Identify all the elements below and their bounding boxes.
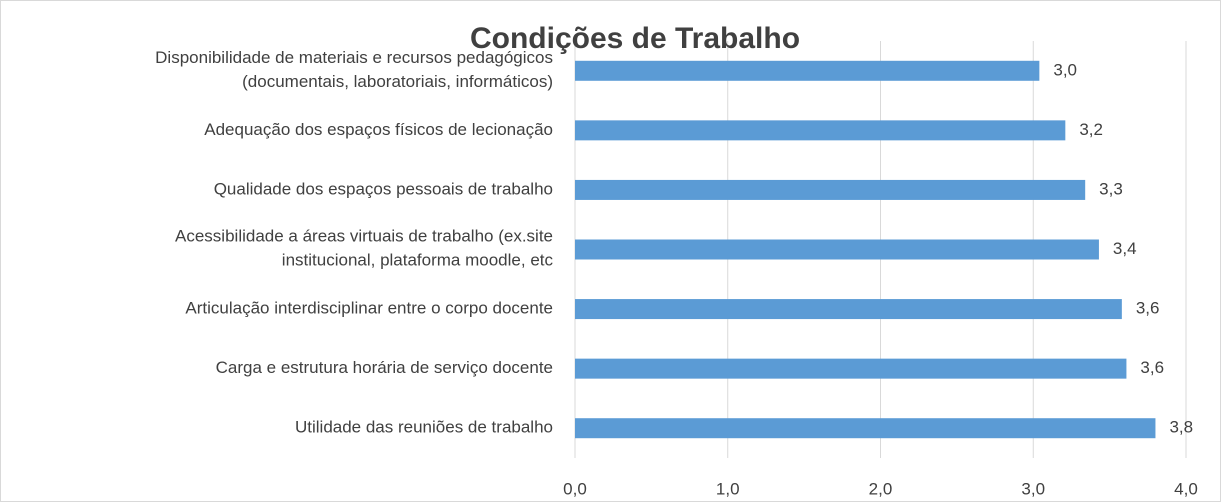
y-tick-label: Acessibilidade a áreas virtuais de traba… xyxy=(175,227,553,270)
data-label: 3,6 xyxy=(1140,358,1164,377)
y-tick-label: Disponibilidade de materiais e recursos … xyxy=(155,48,553,91)
x-tick-label: 4,0 xyxy=(1174,479,1198,498)
x-tick-label: 0,0 xyxy=(563,479,587,498)
data-label: 3,8 xyxy=(1169,418,1193,437)
chart-title: Condições de Trabalho xyxy=(470,22,800,55)
x-tick-label: 2,0 xyxy=(869,479,893,498)
data-label: 3,4 xyxy=(1113,239,1137,258)
x-tick-label: 3,0 xyxy=(1021,479,1045,498)
bar xyxy=(575,60,1040,81)
bar xyxy=(575,418,1156,439)
x-tick-label: 1,0 xyxy=(716,479,740,498)
y-tick-label: Adequação dos espaços físicos de leciona… xyxy=(204,120,553,139)
data-label: 3,6 xyxy=(1136,299,1160,318)
bar xyxy=(575,179,1086,200)
bar xyxy=(575,358,1127,379)
y-tick-label: Articulação interdisciplinar entre o cor… xyxy=(185,299,553,318)
bar xyxy=(575,120,1066,141)
data-label: 3,0 xyxy=(1053,60,1077,79)
bar xyxy=(575,299,1122,320)
data-label: 3,3 xyxy=(1099,179,1123,198)
y-tick-label: Qualidade dos espaços pessoais de trabal… xyxy=(214,179,553,198)
y-tick-label: Carga e estrutura horária de serviço doc… xyxy=(216,358,553,377)
y-tick-label: Utilidade das reuniões de trabalho xyxy=(295,418,553,437)
data-label: 3,2 xyxy=(1079,120,1103,139)
bar xyxy=(575,239,1099,260)
